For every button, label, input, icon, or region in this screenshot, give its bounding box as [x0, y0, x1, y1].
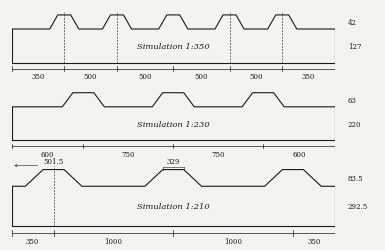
Text: 350: 350 — [307, 237, 321, 245]
Text: 600: 600 — [292, 150, 306, 158]
Text: 1000: 1000 — [224, 237, 242, 245]
Text: 500: 500 — [138, 73, 152, 81]
Text: Simulation 1:210: Simulation 1:210 — [137, 202, 209, 210]
Text: 350: 350 — [31, 73, 45, 81]
Text: 750: 750 — [211, 150, 225, 158]
Text: 500: 500 — [195, 73, 208, 81]
Text: Simulation 1:230: Simulation 1:230 — [137, 120, 209, 128]
Text: 500: 500 — [249, 73, 263, 81]
Text: 63: 63 — [348, 96, 357, 104]
Text: Simulation 1:350: Simulation 1:350 — [137, 42, 209, 50]
Text: 600: 600 — [41, 150, 54, 158]
Text: 350: 350 — [302, 73, 315, 81]
Text: 500: 500 — [84, 73, 97, 81]
Text: 42: 42 — [348, 19, 357, 27]
Text: 292.5: 292.5 — [348, 202, 368, 210]
Text: 1000: 1000 — [104, 237, 122, 245]
Text: 350: 350 — [26, 237, 39, 245]
Text: 329: 329 — [167, 157, 180, 165]
Text: 83.5: 83.5 — [348, 174, 363, 182]
Text: 501.5: 501.5 — [44, 157, 64, 165]
Text: 127: 127 — [348, 42, 362, 50]
Text: 220: 220 — [348, 120, 362, 128]
Text: 750: 750 — [122, 150, 135, 158]
